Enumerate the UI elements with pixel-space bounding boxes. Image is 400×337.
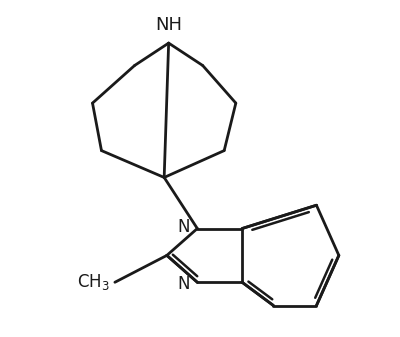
Text: N: N xyxy=(178,218,190,236)
Text: N: N xyxy=(178,275,190,293)
Text: NH: NH xyxy=(155,16,182,34)
Text: CH$_3$: CH$_3$ xyxy=(77,272,110,292)
